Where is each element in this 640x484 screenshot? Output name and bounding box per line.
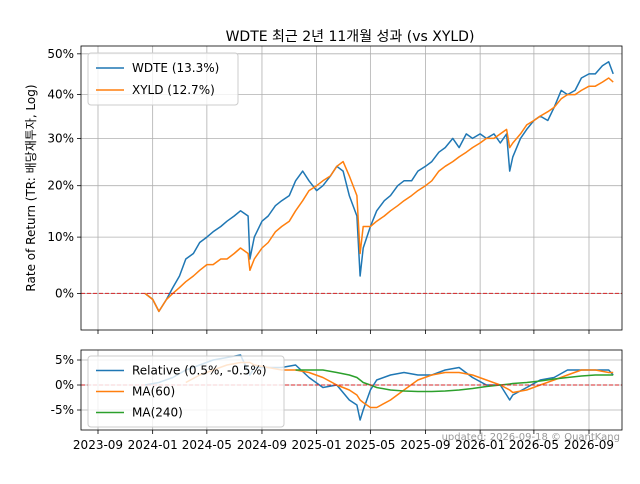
top-y-tick-label: 0% bbox=[55, 286, 74, 300]
x-tick-label: 2025-05 bbox=[345, 438, 395, 452]
x-tick-label: 2024-05 bbox=[182, 438, 232, 452]
top-legend-label: XYLD (12.7%) bbox=[132, 83, 215, 97]
x-tick-label: 2026-05 bbox=[509, 438, 559, 452]
x-tick-label: 2024-01 bbox=[128, 438, 178, 452]
bottom-legend-label: Relative (0.5%, -0.5%) bbox=[132, 364, 267, 378]
top-axes-frame bbox=[80, 45, 623, 331]
bottom-legend-box bbox=[87, 355, 285, 428]
bottom-series-line-2 bbox=[295, 369, 614, 393]
chart-title: WDTE 최근 2년 11개월 성과 (vs XYLD) bbox=[226, 29, 475, 45]
top-legend-label: WDTE (13.3%) bbox=[132, 61, 219, 75]
top-y-tick-label: 30% bbox=[47, 131, 74, 145]
top-y-tick-label: 40% bbox=[47, 88, 74, 102]
top-legend-box bbox=[87, 52, 239, 106]
top-y-tick-label: 50% bbox=[47, 47, 74, 61]
bottom-y-tick-label: 5% bbox=[55, 353, 74, 367]
bottom-y-tick-label: -5% bbox=[51, 403, 74, 417]
x-tick-label: 2024-09 bbox=[237, 438, 287, 452]
bottom-axes: 2023-09 2024-01 2024-05 2024-09 2025-01 2025-… bbox=[51, 349, 623, 452]
bottom-legend-label: MA(60) bbox=[132, 385, 175, 399]
top-y-tick-label: 20% bbox=[47, 179, 74, 193]
top-legend: WDTE (13.3%) XYLD (12.7%) bbox=[87, 52, 239, 106]
x-tick-label: 2026-01 bbox=[455, 438, 505, 452]
bottom-axes-frame bbox=[80, 349, 623, 431]
x-tick-label: 2025-01 bbox=[292, 438, 342, 452]
bottom-legend-label: MA(240) bbox=[132, 406, 183, 420]
x-tick-label: 2026-09 bbox=[564, 438, 614, 452]
y-axis-label: Rate of Return (TR: 배당재투자, Log) bbox=[24, 84, 38, 291]
bottom-y-tick-label: 0% bbox=[55, 378, 74, 392]
top-series-group bbox=[81, 61, 622, 313]
top-y-tick-label: 10% bbox=[47, 230, 74, 244]
bottom-legend: Relative (0.5%, -0.5%) MA(60) MA(240) bbox=[87, 355, 285, 428]
x-tick-label: 2023-09 bbox=[73, 438, 123, 452]
watermark-text: updated: 2026-09-18 © QuantKang bbox=[442, 432, 620, 443]
x-tick-label: 2025-09 bbox=[400, 438, 450, 452]
top-axes: 0% 10% 20% 30% 40% 50% bbox=[47, 45, 623, 334]
top-series-line-1 bbox=[144, 77, 614, 313]
